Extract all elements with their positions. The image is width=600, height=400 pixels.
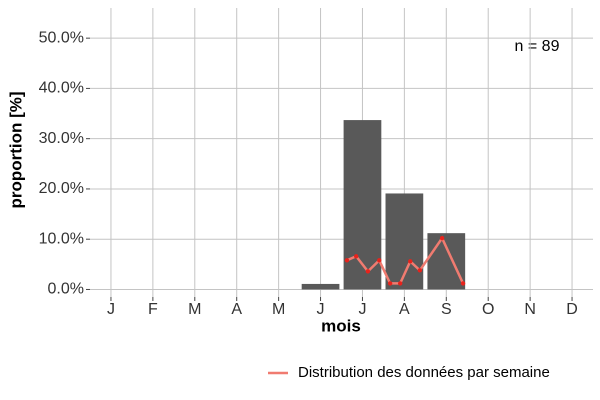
line (346, 235, 465, 285)
bar (301, 283, 340, 290)
y-tick-label: 0.0% (48, 281, 84, 298)
x-tick-label: M (272, 301, 285, 318)
x-tick-label: A (231, 301, 242, 318)
legend-label: Distribution des données par semaine (298, 364, 550, 381)
y-tick-label: 10.0% (39, 230, 84, 247)
x-tick-label: S (441, 301, 452, 318)
y-tick-label: 40.0% (39, 80, 84, 97)
x-tick-label: J (317, 301, 325, 318)
x-tick-label: F (148, 301, 158, 318)
point (387, 281, 393, 286)
x-tick-label: D (566, 301, 578, 318)
y-axis-label: proportion [%] (6, 91, 25, 208)
y-tick-label: 50.0% (39, 29, 84, 46)
x-tick-label: M (188, 301, 201, 318)
y-tick-label: 20.0% (39, 180, 84, 197)
x-tick-label: O (482, 301, 494, 318)
y-tick-label: 30.0% (39, 130, 84, 147)
point (377, 258, 382, 263)
point (417, 268, 423, 273)
point (460, 281, 466, 286)
x-tick-label: A (399, 301, 410, 318)
bar (343, 120, 382, 290)
x-axis-label: mois (321, 316, 361, 335)
point (353, 254, 359, 259)
point (439, 235, 445, 241)
point (344, 258, 350, 263)
bar (427, 233, 466, 290)
point (397, 281, 403, 286)
annotation: n = 89 (515, 38, 560, 55)
x-tick-label: J (107, 301, 115, 318)
point (408, 259, 413, 264)
x-tick-label: N (524, 301, 536, 318)
point (365, 269, 371, 274)
x-tick-label: J (358, 301, 366, 318)
